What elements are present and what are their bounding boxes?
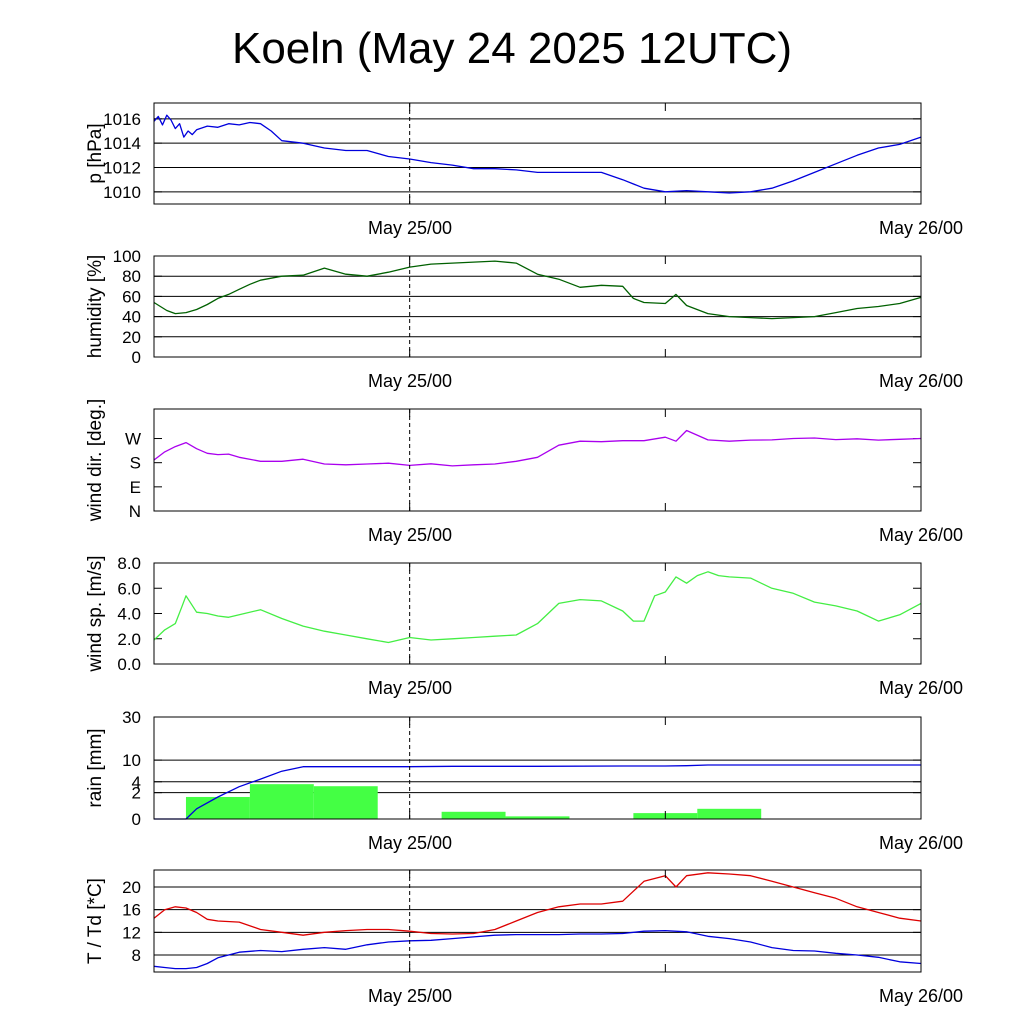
temperature-series-line: [153, 872, 922, 936]
wind_speed-xtick-label: May 26/00: [879, 678, 963, 698]
wind_speed-series-line: [153, 571, 922, 644]
rain-ytick-label: 4: [132, 773, 141, 792]
rain-ylabel: rain [mm]: [85, 728, 106, 807]
rain-ytick-label: 0: [132, 810, 141, 829]
rain-bar: [697, 808, 762, 819]
pressure-ylabel: p [hPa]: [85, 123, 106, 183]
pressure-frame: [153, 102, 922, 205]
humidity-ytick-label: 20: [122, 328, 141, 347]
pressure-ytick-label: 1014: [103, 134, 141, 153]
wind_speed-ytick-label: 8.0: [117, 554, 141, 573]
pressure-ytick-label: 1012: [103, 158, 141, 177]
rain-bar: [441, 811, 506, 819]
humidity-ytick-label: 0: [132, 348, 141, 367]
temperature-xtick-label: May 25/00: [368, 986, 452, 1006]
rain-ytick-label: 30: [122, 708, 141, 727]
rain-xtick-label: May 26/00: [879, 833, 963, 853]
humidity-ytick-label: 100: [113, 247, 141, 266]
pressure-ytick-label: 1010: [103, 183, 141, 202]
humidity-frame: [153, 255, 922, 358]
rain-frame: [153, 716, 922, 820]
rain-bar: [185, 796, 250, 819]
temperature-xtick-label: May 26/00: [879, 986, 963, 1006]
humidity-ytick-label: 80: [122, 267, 141, 286]
temperature-ytick-label: 20: [122, 878, 141, 897]
pressure-xtick-label: May 25/00: [368, 218, 452, 238]
temperature-ytick-label: 8: [132, 946, 141, 965]
rain-ytick-label: 10: [122, 751, 141, 770]
humidity-series-line: [153, 260, 922, 320]
wind_speed-ytick-label: 4.0: [117, 605, 141, 624]
wind_direction-ytick-label: W: [125, 430, 141, 449]
wind_direction-ylabel: wind dir. [deg.]: [85, 399, 106, 523]
wind_direction-frame: [153, 408, 922, 512]
wind_direction-xtick-label: May 26/00: [879, 525, 963, 545]
rain-series-line: [154, 764, 921, 820]
temperature-ytick-label: 16: [122, 901, 141, 920]
rain-xtick-label: May 25/00: [368, 833, 452, 853]
pressure-ytick-label: 1016: [103, 110, 141, 129]
humidity-ylabel: humidity [%]: [85, 255, 106, 358]
humidity-xtick-label: May 25/00: [368, 371, 452, 391]
humidity-xtick-label: May 26/00: [879, 371, 963, 391]
wind_speed-ylabel: wind sp. [m/s]: [85, 555, 106, 672]
wind_speed-xtick-label: May 25/00: [368, 678, 452, 698]
wind_direction-xtick-label: May 25/00: [368, 525, 452, 545]
rain-bar: [505, 816, 570, 819]
wind_direction-series-line: [153, 429, 922, 467]
humidity-ytick-label: 60: [122, 287, 141, 306]
rain-bar: [249, 784, 314, 819]
wind_speed-frame: [153, 562, 922, 665]
chart-title: Koeln (May 24 2025 12UTC): [231, 24, 793, 73]
wind_direction-ytick-label: N: [129, 502, 141, 521]
temperature-ylabel: T / Td [*C]: [85, 878, 106, 964]
wind_speed-ytick-label: 6.0: [117, 579, 141, 598]
pressure-series-line: [153, 114, 922, 194]
wind_direction-ytick-label: S: [130, 454, 141, 473]
wind_direction-ytick-label: E: [130, 478, 141, 497]
wind_speed-ytick-label: 2.0: [117, 630, 141, 649]
humidity-ytick-label: 40: [122, 308, 141, 327]
temperature-frame: [153, 869, 922, 973]
temperature-ytick-label: 12: [122, 923, 141, 942]
pressure-xtick-label: May 26/00: [879, 218, 963, 238]
wind_speed-ytick-label: 0.0: [117, 655, 141, 674]
temperature-series-line: [153, 929, 922, 970]
rain-ytick-label: 2: [132, 784, 141, 803]
rain-bar: [313, 786, 378, 819]
